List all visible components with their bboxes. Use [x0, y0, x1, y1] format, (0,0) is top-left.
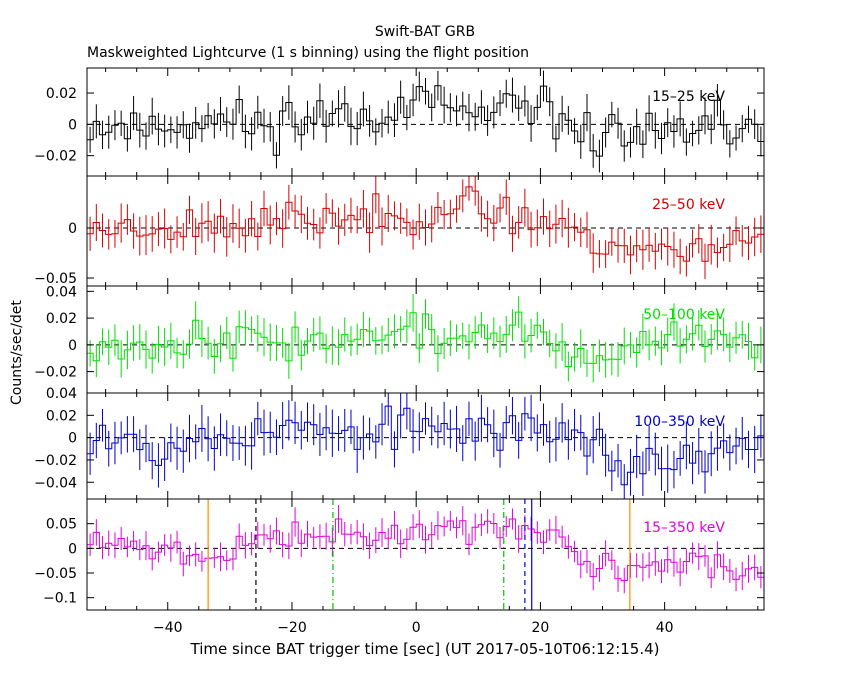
x-tick-label: −40 — [153, 620, 183, 636]
series-50-100-kev — [87, 294, 764, 383]
y-tick-label-15-25-kev: −0.02 — [34, 149, 77, 165]
y-tick-label-15-25-kev: 0 — [68, 117, 77, 133]
series-100-350-kev — [87, 393, 764, 499]
step-line-15-25-kev — [87, 85, 764, 157]
y-tick-label-100-350-kev: −0.02 — [34, 453, 77, 469]
band-label-15-25-kev: 15–25 keV — [652, 89, 725, 105]
step-line-100-350-kev — [87, 405, 764, 486]
y-tick-label-15-350-kev: 0 — [68, 541, 77, 557]
band-label-15-350-kev: 15–350 keV — [643, 520, 725, 536]
chart-subtitle: Maskweighted Lightcurve (1 s binning) us… — [87, 45, 530, 61]
y-tick-label-100-350-kev: 0.04 — [46, 386, 77, 402]
y-tick-label-100-350-kev: 0 — [68, 431, 77, 447]
step-line-15-350-kev — [87, 518, 764, 581]
step-line-25-50-kev — [87, 186, 764, 262]
panel-frame-15-350-kev — [86, 498, 765, 611]
y-tick-label-100-350-kev: −0.04 — [34, 475, 77, 491]
y-tick-label-15-350-kev: 0.05 — [46, 517, 77, 533]
x-tick-label: 0 — [412, 620, 421, 636]
band-label-100-350-kev: 100–350 keV — [634, 414, 725, 430]
y-tick-label-50-100-kev: 0.02 — [46, 311, 77, 327]
series-25-50-kev — [87, 176, 764, 279]
y-tick-label-15-350-kev: −0.1 — [43, 591, 77, 607]
x-tick-label: −20 — [277, 620, 307, 636]
y-tick-label-15-350-kev: −0.05 — [34, 566, 77, 582]
series-15-25-kev — [87, 70, 764, 173]
band-label-50-100-kev: 50–100 keV — [643, 307, 725, 323]
y-tick-label-25-50-kev: −0.05 — [34, 271, 77, 287]
y-tick-label-50-100-kev: 0 — [68, 338, 77, 354]
y-tick-label-50-100-kev: 0.04 — [46, 284, 77, 300]
band-label-25-50-kev: 25–50 keV — [652, 197, 725, 213]
series-15-350-kev — [87, 505, 764, 594]
y-tick-label-100-350-kev: 0.02 — [46, 408, 77, 424]
step-line-50-100-kev — [87, 311, 764, 367]
x-tick-label: 20 — [531, 620, 549, 636]
x-tick-label: 40 — [656, 620, 674, 636]
chart-title: Swift-BAT GRB — [374, 24, 476, 40]
y-tick-label-50-100-kev: −0.02 — [34, 365, 77, 381]
y-tick-label-15-25-kev: 0.02 — [46, 86, 77, 102]
y-tick-label-25-50-kev: 0 — [68, 221, 77, 237]
x-axis-label: Time since BAT trigger time [sec] (UT 20… — [190, 640, 660, 658]
